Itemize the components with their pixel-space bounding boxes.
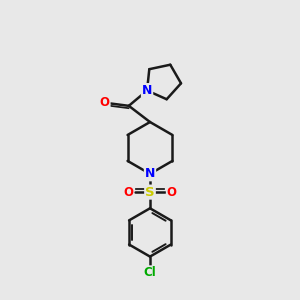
Text: O: O <box>100 95 110 109</box>
Text: N: N <box>142 84 152 97</box>
Text: Cl: Cl <box>144 266 156 279</box>
Text: O: O <box>167 186 177 199</box>
Text: S: S <box>145 186 155 199</box>
Text: N: N <box>145 167 155 180</box>
Text: O: O <box>123 186 133 199</box>
